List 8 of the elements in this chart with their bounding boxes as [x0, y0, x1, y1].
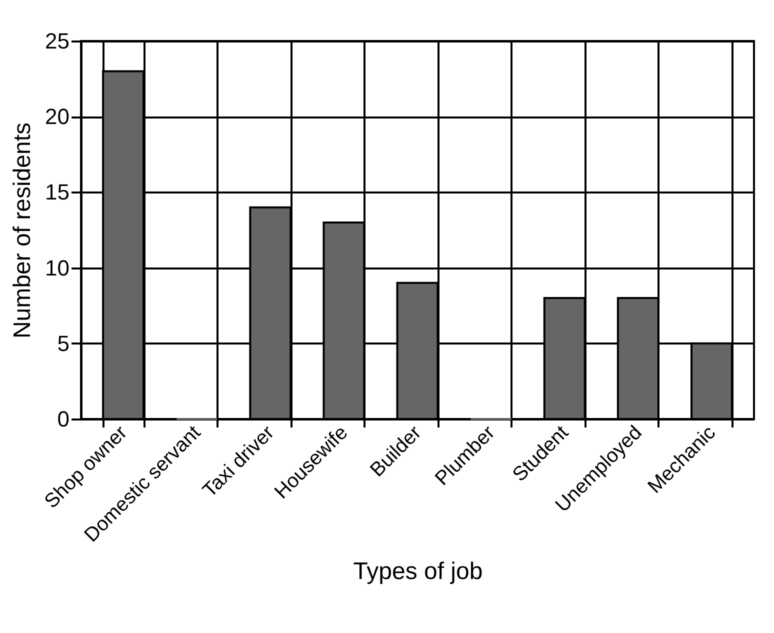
y-axis-title: Number of residents [9, 122, 36, 339]
y-tick-label: 10 [45, 255, 70, 280]
y-tick-label: 25 [45, 28, 70, 54]
y-tick-label: 15 [45, 180, 70, 205]
y-tick-label: 0 [57, 406, 70, 432]
y-tick-label: 20 [45, 104, 70, 130]
y-tick-label: 5 [57, 330, 70, 356]
x-axis-title: Types of job [353, 558, 483, 585]
